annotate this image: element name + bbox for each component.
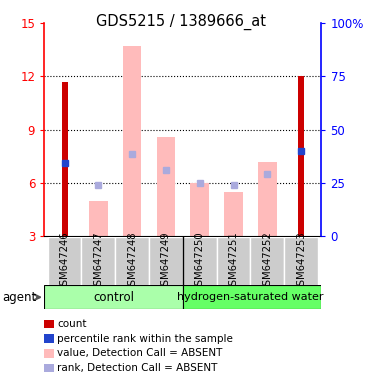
Text: control: control — [93, 291, 134, 304]
Bar — [89, 200, 108, 236]
Bar — [82, 237, 115, 286]
Text: GSM647249: GSM647249 — [161, 231, 171, 292]
Bar — [44, 285, 183, 309]
Bar — [183, 285, 321, 309]
Text: GSM647251: GSM647251 — [229, 231, 239, 292]
Bar — [284, 237, 318, 286]
Bar — [298, 76, 304, 236]
Bar — [123, 46, 141, 236]
Bar — [258, 162, 277, 236]
Bar — [157, 137, 175, 236]
Text: GSM647248: GSM647248 — [127, 231, 137, 292]
Bar — [224, 192, 243, 236]
Text: count: count — [57, 319, 87, 329]
Bar — [183, 237, 217, 286]
Text: hydrogen-saturated water: hydrogen-saturated water — [177, 292, 324, 302]
Bar — [217, 237, 251, 286]
Bar — [48, 237, 82, 286]
Text: rank, Detection Call = ABSENT: rank, Detection Call = ABSENT — [57, 363, 218, 373]
Text: GSM647253: GSM647253 — [296, 231, 306, 292]
Bar — [149, 237, 183, 286]
Text: percentile rank within the sample: percentile rank within the sample — [57, 334, 233, 344]
Text: agent: agent — [2, 291, 36, 304]
Bar — [251, 237, 284, 286]
Text: GDS5215 / 1389666_at: GDS5215 / 1389666_at — [96, 13, 266, 30]
Text: GSM647247: GSM647247 — [94, 231, 103, 292]
Text: GSM647252: GSM647252 — [263, 231, 272, 292]
Text: value, Detection Call = ABSENT: value, Detection Call = ABSENT — [57, 348, 223, 358]
Bar — [115, 237, 149, 286]
Text: GSM647250: GSM647250 — [195, 231, 205, 292]
Text: GSM647246: GSM647246 — [60, 231, 70, 292]
Bar — [191, 183, 209, 236]
Bar — [62, 82, 68, 236]
